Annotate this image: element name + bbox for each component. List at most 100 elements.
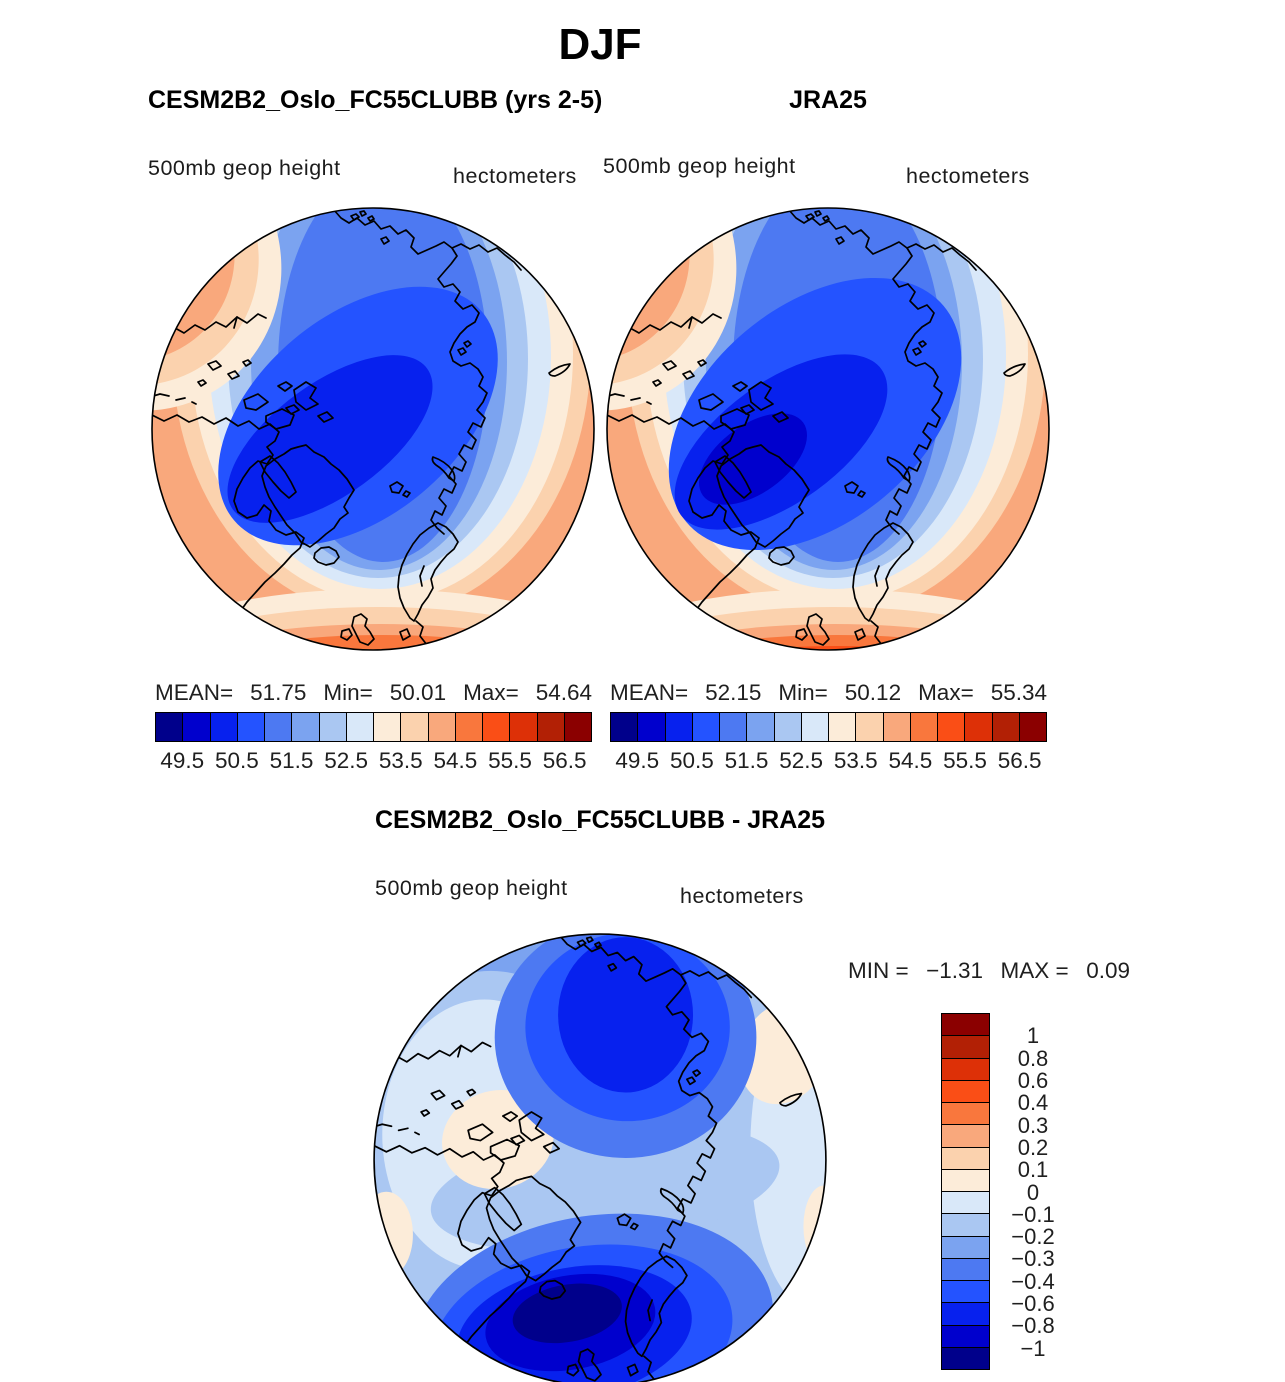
colorbar-cells xyxy=(155,712,592,742)
colorbar-cell xyxy=(236,713,264,741)
colorbar-cell xyxy=(991,713,1019,741)
colorbar-cell xyxy=(691,713,719,741)
colorbar-tick-label: 0.2 xyxy=(1017,1134,1049,1160)
colorbar-tick-label: 0 xyxy=(1026,1179,1040,1205)
colorbar-tick-label: 56.5 xyxy=(997,748,1042,773)
colorbar-cell xyxy=(942,1213,989,1236)
colorbar-cell xyxy=(563,713,591,741)
max-label: Max= xyxy=(918,680,974,705)
colorbar-tick-label: 50.5 xyxy=(215,748,259,773)
units-label-left: hectometers xyxy=(453,164,577,188)
colorbar-tick-label: 0.1 xyxy=(1017,1157,1049,1183)
colorbar-jra25: 49.5 50.5 51.5 52.5 53.5 54.5 55.5 56.5 xyxy=(610,712,1047,782)
units-label-diff: hectometers xyxy=(680,884,804,908)
colorbar-tick-label: 1 xyxy=(1026,1023,1040,1049)
colorbar-tick-label: −0.3 xyxy=(1011,1246,1055,1272)
colorbar-cell xyxy=(909,713,937,741)
colorbar-cell xyxy=(264,713,292,741)
mean-label: MEAN= xyxy=(155,680,234,705)
colorbar-tick-label: 54.5 xyxy=(888,748,933,773)
panel-header-model: CESM2B2_Oslo_FC55CLUBB (yrs 2-5) xyxy=(148,86,603,114)
colorbar-cell xyxy=(942,1324,989,1347)
colorbar-cell xyxy=(942,1280,989,1303)
colorbar-tick-label: 52.5 xyxy=(779,748,824,773)
map-outline-circle xyxy=(151,207,595,651)
colorbar-cell xyxy=(942,1191,989,1214)
colorbar-tick-label: −0.2 xyxy=(1011,1224,1055,1250)
colorbar-cell xyxy=(746,713,774,741)
min-value: 50.01 xyxy=(389,680,447,705)
colorbar-cell xyxy=(182,713,210,741)
colorbar-tick-label: 55.5 xyxy=(943,748,987,773)
map-outline-circle xyxy=(373,933,827,1382)
colorbar-cell xyxy=(509,713,537,741)
figure-title: DJF xyxy=(558,20,642,69)
colorbar-tick-label: −0.6 xyxy=(1011,1291,1055,1317)
map-model xyxy=(151,207,595,651)
field-label-diff: 500mb geop height xyxy=(375,876,568,900)
stats-row-jra25: MEAN= 52.15 Min= 50.12 Max= 55.34 xyxy=(610,680,1047,706)
colorbar-cell xyxy=(855,713,883,741)
max-value: 55.34 xyxy=(990,680,1047,705)
colorbar-cell xyxy=(942,1124,989,1147)
colorbar-tick-label: 0.4 xyxy=(1017,1090,1049,1116)
colorbar-cell xyxy=(942,1057,989,1080)
colorbar-cell xyxy=(454,713,482,741)
colorbar-tick-label: 52.5 xyxy=(324,748,369,773)
max-value: 54.64 xyxy=(535,680,592,705)
max-value: 0.09 xyxy=(1086,958,1130,983)
colorbar-cell xyxy=(942,1146,989,1169)
colorbar-tick-label: 0.8 xyxy=(1017,1045,1049,1071)
min-label: MIN = xyxy=(848,958,909,983)
contour-fill-layers xyxy=(152,208,594,650)
colorbar-cells xyxy=(941,1013,990,1370)
min-value: 50.12 xyxy=(844,680,902,705)
min-label: Min= xyxy=(323,680,373,705)
colorbar-tick-label: 51.5 xyxy=(724,748,769,773)
colorbar-tick-label: −0.1 xyxy=(1011,1201,1055,1227)
colorbar-cell xyxy=(664,713,692,741)
contour-fill-layers xyxy=(607,208,1049,650)
colorbar-cell xyxy=(800,713,828,741)
colorbar-cell xyxy=(773,713,801,741)
colorbar-cell xyxy=(942,1235,989,1258)
colorbar-cell xyxy=(942,1035,989,1058)
colorbar-cell xyxy=(942,1079,989,1102)
colorbar-cell xyxy=(536,713,564,741)
colorbar-cell xyxy=(828,713,856,741)
colorbar-cell xyxy=(637,713,665,741)
map-outline-circle xyxy=(606,207,1050,651)
colorbar-cell xyxy=(942,1168,989,1191)
max-label: Max= xyxy=(463,680,519,705)
colorbar-tick-label: −0.4 xyxy=(1011,1268,1055,1294)
colorbar-cell xyxy=(942,1302,989,1325)
colorbar-tick-label: 55.5 xyxy=(488,748,532,773)
contour-band xyxy=(699,413,807,505)
colorbar-cell xyxy=(400,713,428,741)
colorbar-cell xyxy=(942,1014,989,1036)
colorbar-tick-label: 53.5 xyxy=(378,748,423,773)
colorbar-model: 49.5 50.5 51.5 52.5 53.5 54.5 55.5 56.5 xyxy=(155,712,592,782)
colorbar-tick-label: 50.5 xyxy=(670,748,714,773)
colorbar-cell xyxy=(345,713,373,741)
contour-band xyxy=(227,355,433,523)
colorbar-cell xyxy=(318,713,346,741)
map-jra25 xyxy=(606,207,1050,651)
colorbar-tick-label: 53.5 xyxy=(833,748,878,773)
mean-value: 51.75 xyxy=(250,680,307,705)
colorbar-cell xyxy=(942,1102,989,1125)
mean-label: MEAN= xyxy=(610,680,689,705)
contour-band xyxy=(152,208,166,294)
colorbar-tick-label: −1 xyxy=(1020,1335,1046,1361)
min-value: −1.31 xyxy=(926,958,984,983)
colorbar-cell xyxy=(373,713,401,741)
minmax-row-diff: MIN = −1.31 MAX = 0.09 xyxy=(848,958,1130,984)
colorbar-tick-label: 0.6 xyxy=(1017,1067,1049,1093)
colorbar-cell xyxy=(611,713,638,741)
field-label-right: 500mb geop height xyxy=(603,154,796,178)
colorbar-tick-label: 51.5 xyxy=(269,748,314,773)
colorbar-cell xyxy=(882,713,910,741)
colorbar-tick-label: 54.5 xyxy=(433,748,478,773)
colorbar-cell xyxy=(156,713,183,741)
map-diff xyxy=(373,933,827,1382)
